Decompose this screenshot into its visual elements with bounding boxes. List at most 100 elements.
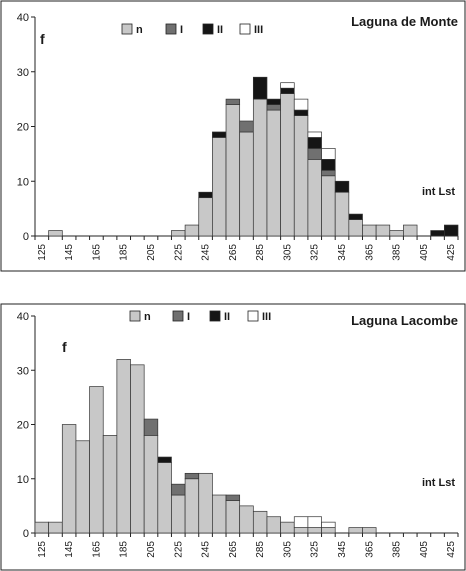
legend-swatch-iii bbox=[239, 23, 251, 35]
panel-frame bbox=[0, 303, 466, 571]
x-tick-label: 285 bbox=[255, 244, 266, 261]
y-tick-label: 10 bbox=[17, 474, 29, 486]
x-tick-label: 125 bbox=[37, 541, 48, 558]
legend-label-iii: III bbox=[262, 311, 271, 323]
bar-segment-ii-325 bbox=[307, 137, 322, 149]
bar-segment-iii-305 bbox=[280, 82, 295, 89]
bar-segment-n-385 bbox=[389, 230, 404, 237]
legend-swatch-iii bbox=[247, 310, 259, 322]
bar-segment-n-125 bbox=[34, 521, 49, 534]
bar-segment-ii-305 bbox=[280, 87, 295, 95]
panel-label: f bbox=[62, 339, 67, 355]
bar-segment-n-355 bbox=[348, 219, 363, 237]
bar-segment-iii-335 bbox=[321, 148, 336, 160]
legend-swatch-n bbox=[129, 310, 141, 322]
y-tick-label: 10 bbox=[17, 176, 29, 188]
bar-segment-n-295 bbox=[266, 516, 281, 534]
bar-segment-n-135 bbox=[48, 521, 63, 534]
x-tick-label: 285 bbox=[255, 541, 266, 558]
bar-segment-ii-315 bbox=[293, 109, 309, 116]
bar-segment-n-205 bbox=[143, 435, 159, 534]
bar-segment-i-265 bbox=[225, 494, 241, 501]
bar-segment-n-285 bbox=[252, 510, 268, 534]
x-tick-label: 165 bbox=[91, 541, 102, 558]
bar-segment-iii-335 bbox=[321, 521, 336, 528]
bar-segment-n-245 bbox=[198, 197, 213, 237]
bar-segment-ii-245 bbox=[198, 191, 213, 199]
bar-segment-ii-285 bbox=[252, 76, 268, 100]
legend-swatch-ii bbox=[202, 23, 214, 35]
bar-segment-n-235 bbox=[184, 224, 200, 237]
legend-swatch-i bbox=[165, 23, 177, 35]
bar-segment-i-325 bbox=[307, 148, 322, 160]
legend-label-iii: III bbox=[254, 24, 263, 36]
bar-segment-i-225 bbox=[171, 483, 186, 496]
bar-segment-iii-325 bbox=[307, 516, 322, 528]
x-tick-label: 225 bbox=[173, 541, 184, 558]
y-tick-label: 20 bbox=[17, 420, 29, 432]
legend-label-ii: II bbox=[217, 24, 223, 36]
y-tick-label: 0 bbox=[23, 528, 29, 540]
x-tick-label: 245 bbox=[201, 541, 212, 558]
bar-segment-n-255 bbox=[212, 137, 227, 237]
bar-segment-n-225 bbox=[171, 230, 186, 237]
y-tick-label: 0 bbox=[23, 231, 29, 243]
x-tick-label: 365 bbox=[364, 541, 375, 558]
bar-segment-n-305 bbox=[280, 93, 295, 237]
x-tick-label: 305 bbox=[282, 244, 293, 261]
legend-swatch-n bbox=[121, 23, 133, 35]
x-tick-label: 265 bbox=[228, 541, 239, 558]
panel-frame bbox=[0, 0, 466, 272]
bar-segment-i-275 bbox=[239, 120, 254, 133]
bar-segment-n-245 bbox=[198, 472, 213, 534]
bar-segment-n-315 bbox=[293, 115, 309, 237]
x-tick-label: 405 bbox=[419, 244, 430, 261]
bar-segment-n-265 bbox=[225, 104, 241, 237]
y-tick-label: 40 bbox=[17, 12, 29, 24]
bar-segment-n-365 bbox=[362, 224, 377, 237]
bar-segment-n-315 bbox=[293, 527, 309, 534]
chart-title: Laguna de Monte bbox=[351, 14, 458, 29]
bar-segment-ii-355 bbox=[348, 213, 363, 220]
x-tick-label: 365 bbox=[364, 244, 375, 261]
legend: n I II III bbox=[121, 23, 263, 36]
bar-segment-n-265 bbox=[225, 500, 241, 534]
bar-segment-ii-295 bbox=[266, 98, 281, 105]
bar-segment-n-255 bbox=[212, 494, 227, 534]
x-tick-label: 385 bbox=[392, 541, 403, 558]
x-tick-label: 165 bbox=[91, 244, 102, 261]
bar-segment-ii-425 bbox=[444, 224, 459, 237]
annotation: int Lst bbox=[422, 186, 455, 198]
axes: 0 10 20 30 40 125 145 165 185 205 225 245 265 285 305 3… bbox=[17, 12, 459, 261]
bar-segment-iii-315 bbox=[293, 98, 309, 111]
bar-segment-n-365 bbox=[362, 527, 377, 534]
bar-segment-n-325 bbox=[307, 159, 322, 237]
x-tick-label: 325 bbox=[310, 244, 321, 261]
bar-segment-i-335 bbox=[321, 169, 336, 177]
chart-title: Laguna Lacombe bbox=[351, 313, 458, 328]
legend-swatch-i bbox=[172, 310, 184, 322]
bar-segment-n-275 bbox=[239, 505, 254, 534]
bar-segment-n-195 bbox=[130, 364, 145, 534]
x-tick-label: 325 bbox=[310, 541, 321, 558]
bar-segment-n-215 bbox=[157, 462, 172, 534]
y-tick-label: 30 bbox=[17, 365, 29, 377]
bar-segment-i-205 bbox=[143, 418, 159, 436]
legend: n I II III bbox=[129, 310, 271, 323]
x-tick-label: 225 bbox=[173, 244, 184, 261]
x-tick-label: 265 bbox=[228, 244, 239, 261]
legend-label-n: n bbox=[136, 24, 143, 36]
x-tick-label: 145 bbox=[64, 244, 75, 261]
x-tick-label: 205 bbox=[146, 541, 157, 558]
y-tick-label: 30 bbox=[17, 67, 29, 79]
x-tick-label: 125 bbox=[37, 244, 48, 261]
bar-segment-n-275 bbox=[239, 131, 254, 237]
y-tick-label: 20 bbox=[17, 122, 29, 134]
x-tick-label: 245 bbox=[201, 244, 212, 261]
x-tick-label: 385 bbox=[392, 244, 403, 261]
bar-segment-ii-215 bbox=[157, 456, 172, 463]
bar-segment-iii-315 bbox=[293, 516, 309, 528]
bar-segment-n-175 bbox=[102, 435, 118, 534]
x-tick-label: 345 bbox=[337, 244, 348, 261]
bar-segment-ii-345 bbox=[334, 180, 350, 193]
